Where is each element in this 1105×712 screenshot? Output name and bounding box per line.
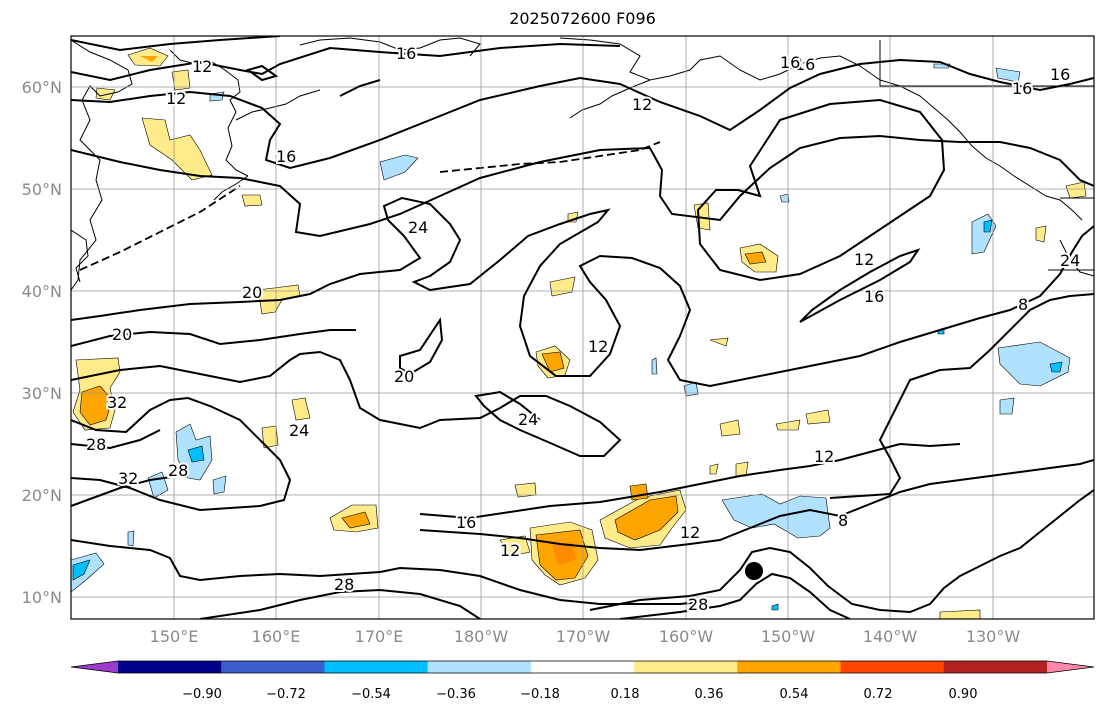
lon-label: 150°W (761, 627, 816, 646)
graticule (71, 36, 1094, 619)
colorbar-tick-label: 0.72 (864, 687, 893, 702)
contour-label: 16 (1050, 65, 1070, 84)
lon-label: 170°W (556, 627, 611, 646)
contour-label: 12 (680, 523, 700, 542)
contour-label: 12 (166, 89, 186, 108)
colorbar-tick-label: −0.90 (182, 687, 222, 702)
colorbar-segment (634, 661, 738, 673)
contour-label: 16 (780, 53, 800, 72)
colorbar-tick-label: −0.72 (266, 687, 306, 702)
colorbar-segment (737, 661, 842, 673)
aleutian-islands (79, 141, 661, 271)
contour-label: 32 (118, 469, 138, 488)
map-frame (70, 35, 1095, 620)
colorbar-tick-label: 0.18 (611, 687, 640, 702)
contour-label: 16 (276, 147, 296, 166)
contour-label: 12 (588, 337, 608, 356)
contour-label: 28 (168, 461, 188, 480)
storm-position-marker (745, 562, 763, 580)
colorbar-tick-label: −0.36 (436, 687, 476, 702)
contour-label: 16 (456, 513, 476, 532)
colorbar-segment (530, 661, 635, 673)
contour-label: 12 (854, 250, 874, 269)
lat-label: 10°N (22, 588, 62, 607)
map-background (71, 36, 1094, 619)
contour-label: 24 (289, 421, 309, 440)
contour-label: 16 (795, 55, 815, 74)
contour-label: 16 (1012, 79, 1032, 98)
latitude-labels: 60°N 50°N 40°N 30°N 20°N 10°N (22, 78, 62, 607)
colorbar-tick-label: −0.18 (520, 687, 560, 702)
lat-label: 20°N (22, 486, 62, 505)
lon-label: 150°E (150, 627, 199, 646)
contour-label-group: 12 16 12 12 16 16 16 24 20 20 20 12 16 1… (84, 42, 1082, 616)
lon-label: 140°W (863, 627, 918, 646)
contour-label: 12 (632, 95, 652, 114)
contour-label: 24 (408, 218, 428, 237)
colorbar-segment (221, 661, 325, 673)
lon-label: 180°W (454, 627, 509, 646)
lon-label: 160°W (659, 627, 714, 646)
contour-label: 16 (396, 44, 416, 63)
colorbar-segment (118, 661, 222, 673)
lat-label: 60°N (22, 78, 62, 97)
lon-label: 170°E (355, 627, 404, 646)
contour-label: 20 (394, 367, 414, 386)
colorbar-tick-label: 0.90 (949, 687, 978, 702)
lat-label: 30°N (22, 384, 62, 403)
longitude-labels: 150°E 160°E 170°E 180°W 170°W 160°W 150°… (150, 627, 1021, 646)
contour-label: 12 (500, 541, 520, 560)
colorbar-segment (943, 661, 1048, 673)
map-title: 2025072600 F096 (509, 9, 656, 28)
colorbar-tick-label: 0.36 (695, 687, 724, 702)
colorbar-segment (324, 661, 429, 673)
positive-shading (72, 47, 1087, 619)
colorbar-segment (840, 661, 945, 673)
contour-label: 28 (86, 435, 106, 454)
lon-label: 160°E (252, 627, 301, 646)
colorbar-extend-max (1047, 661, 1094, 673)
negative-shading (71, 63, 1071, 611)
contour-label: 8 (838, 511, 848, 530)
colorbar-tick-label: −0.54 (351, 687, 391, 702)
contour-label: 8 (1018, 295, 1028, 314)
contour-label: 20 (242, 283, 262, 302)
contour-label: 16 (864, 287, 884, 306)
contour-label: 20 (112, 325, 132, 344)
colorbar-tick-label: 0.54 (780, 687, 809, 702)
lat-label: 40°N (22, 282, 62, 301)
colorbar-outline (70, 660, 1095, 674)
contour-lines (71, 36, 1094, 619)
colorbar-extend-min (71, 661, 118, 673)
colorbar-tick-labels: −0.90 −0.72 −0.54 −0.36 −0.18 0.18 0.36 … (182, 687, 977, 702)
contour-label: 12 (814, 447, 834, 466)
lon-label: 130°W (966, 627, 1021, 646)
colorbar (70, 660, 1095, 674)
contour-label: 24 (518, 410, 538, 429)
contour-label: 12 (192, 57, 212, 76)
contour-label: 24 (1060, 251, 1080, 270)
contour-label: 28 (688, 595, 708, 614)
colorbar-segment (427, 661, 532, 673)
contour-label: 28 (334, 575, 354, 594)
contour-label: 32 (107, 393, 127, 412)
lat-label: 50°N (22, 180, 62, 199)
